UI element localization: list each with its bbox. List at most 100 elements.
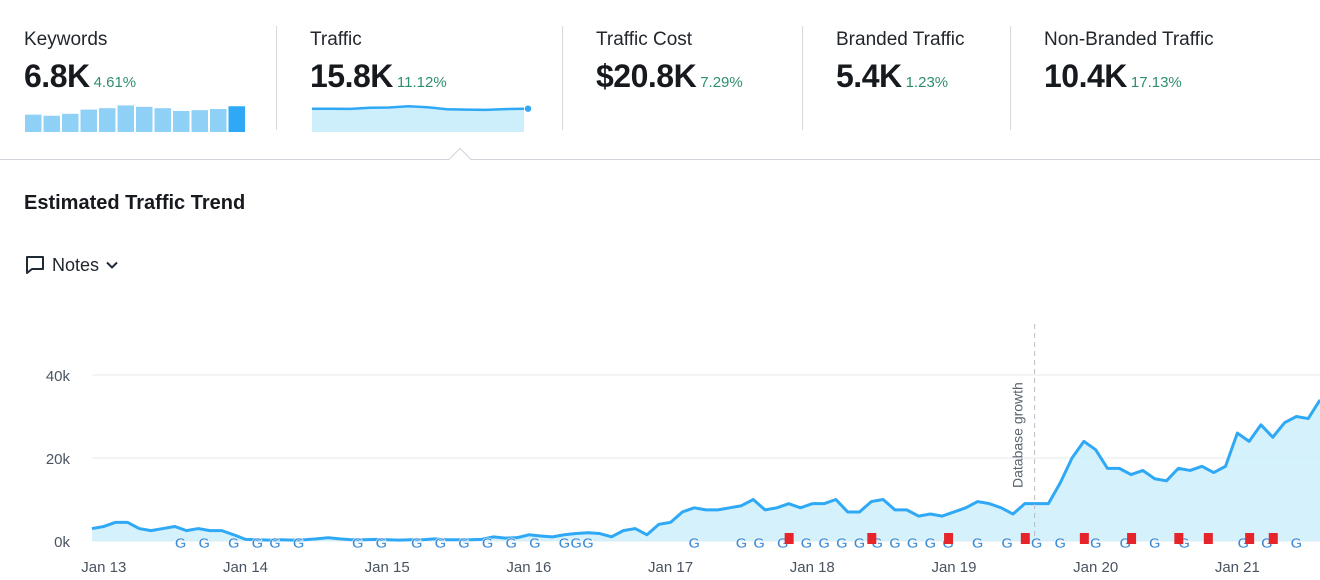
traffic-area (92, 399, 1320, 541)
google-update-icon: G (907, 535, 919, 552)
x-tick-label: Jan 13 (81, 559, 126, 576)
x-tick-label: Jan 15 (365, 559, 410, 576)
metric-traffic-cost[interactable]: Traffic Cost $20.8K 7.29% (596, 28, 796, 132)
google-update-icon: G (889, 535, 901, 552)
metric-value: 10.4K (1044, 58, 1127, 94)
google-update-icon: G (854, 535, 866, 552)
flag-icon (1079, 533, 1089, 544)
flag-icon (1127, 533, 1137, 544)
google-update-icon: G (375, 535, 387, 552)
metric-change: 4.61% (93, 74, 137, 91)
google-update-icon: G (972, 535, 984, 552)
flag-icon (1174, 533, 1184, 544)
metric-value: $20.8K (596, 58, 697, 94)
sparkline-bar (136, 106, 153, 132)
google-update-icon: G (1291, 535, 1303, 552)
google-update-icon: G (818, 535, 830, 552)
metric-label: Branded Traffic (836, 29, 965, 50)
google-update-icon: G (736, 535, 748, 552)
google-update-icon: G (482, 535, 494, 552)
metric-non-branded-traffic[interactable]: Non-Branded Traffic 10.4K 17.13% (1044, 28, 1304, 132)
flag-icon (1268, 533, 1278, 544)
metric-label: Traffic Cost (596, 29, 693, 50)
comment-icon (26, 256, 44, 274)
y-tick-label: 0k (54, 534, 70, 551)
metric-traffic[interactable]: Traffic 15.8K 11.12% (310, 28, 550, 132)
flag-icon (944, 533, 954, 544)
divider (276, 26, 277, 130)
x-tick-label: Jan 16 (506, 559, 551, 576)
metric-value: 5.4K (836, 58, 902, 94)
sparkline-bar (117, 105, 134, 132)
google-update-icon: G (198, 535, 210, 552)
google-update-icon: G (582, 535, 594, 552)
metric-change: 7.29% (700, 74, 743, 91)
metric-label: Traffic (310, 29, 362, 50)
google-update-icon: G (1054, 535, 1066, 552)
google-update-icon: G (1001, 535, 1013, 552)
traffic-sparkline (312, 105, 532, 132)
section-title: Estimated Traffic Trend (24, 192, 246, 214)
google-update-icon: G (269, 535, 281, 552)
x-tick-label: Jan 17 (648, 559, 693, 576)
sparkline-bar (80, 109, 97, 132)
flag-icon (867, 533, 877, 544)
metric-value: 15.8K (310, 58, 393, 94)
flag-icon (1020, 533, 1030, 544)
sparkline-bar (154, 108, 171, 132)
metric-keywords[interactable]: Keywords 6.8K 4.61% (24, 28, 264, 132)
google-update-icon: G (1031, 535, 1043, 552)
x-tick-label: Jan 19 (931, 559, 976, 576)
metric-change: 11.12% (396, 74, 447, 91)
notes-label: Notes (52, 254, 100, 275)
metric-change: 17.13% (1130, 74, 1182, 91)
flag-icon (784, 533, 794, 544)
metrics-bar: Keywords 6.8K 4.61% Traffic 15.8K 11.12% T… (0, 0, 1320, 160)
google-update-icon: G (558, 535, 570, 552)
divider (802, 26, 803, 130)
sparkline-bar (210, 109, 227, 132)
metric-label: Keywords (24, 29, 108, 50)
google-update-icon: G (293, 535, 305, 552)
sparkline-bar (228, 106, 245, 132)
sparkline-line (312, 105, 525, 112)
google-update-icon: G (505, 535, 517, 552)
metric-label: Non-Branded Traffic (1044, 29, 1214, 50)
google-update-icon: G (570, 535, 582, 552)
sparkline-bar (173, 111, 190, 132)
divider (1010, 26, 1011, 130)
google-update-icon: G (529, 535, 541, 552)
notes-dropdown[interactable]: Notes (24, 254, 119, 276)
google-update-icon: G (925, 535, 937, 552)
sparkline-bar (99, 108, 116, 132)
google-update-icon: G (836, 535, 848, 552)
google-update-icon: G (434, 535, 446, 552)
sparkline-bar (62, 113, 79, 132)
sparkline-bar (25, 114, 42, 132)
keywords-sparkline (25, 105, 245, 132)
google-update-icon: G (251, 535, 263, 552)
sparkline-area (312, 106, 524, 132)
google-update-icon: G (1090, 535, 1102, 552)
google-update-icon: G (228, 535, 240, 552)
x-tick-label: Jan 14 (223, 559, 268, 576)
sparkline-bar (43, 115, 60, 132)
x-tick-label: Jan 18 (790, 559, 835, 576)
metric-value: 6.8K (24, 58, 90, 94)
google-update-icon: G (411, 535, 423, 552)
flag-icon (1203, 533, 1213, 544)
google-update-icon: G (175, 535, 187, 552)
sparkline-bar (191, 110, 208, 132)
sparkline-end-point (524, 105, 532, 112)
x-tick-label: Jan 20 (1073, 559, 1118, 576)
annotation-label: Database growth (1010, 382, 1026, 488)
y-tick-label: 40k (46, 368, 71, 385)
y-tick-label: 20k (46, 451, 71, 468)
google-update-icon: G (801, 535, 813, 552)
metric-branded-traffic[interactable]: Branded Traffic 5.4K 1.23% (836, 28, 1006, 132)
flag-icon (1245, 533, 1255, 544)
google-update-icon: G (753, 535, 765, 552)
metric-change: 1.23% (905, 74, 949, 91)
x-tick-label: Jan 21 (1215, 559, 1260, 576)
